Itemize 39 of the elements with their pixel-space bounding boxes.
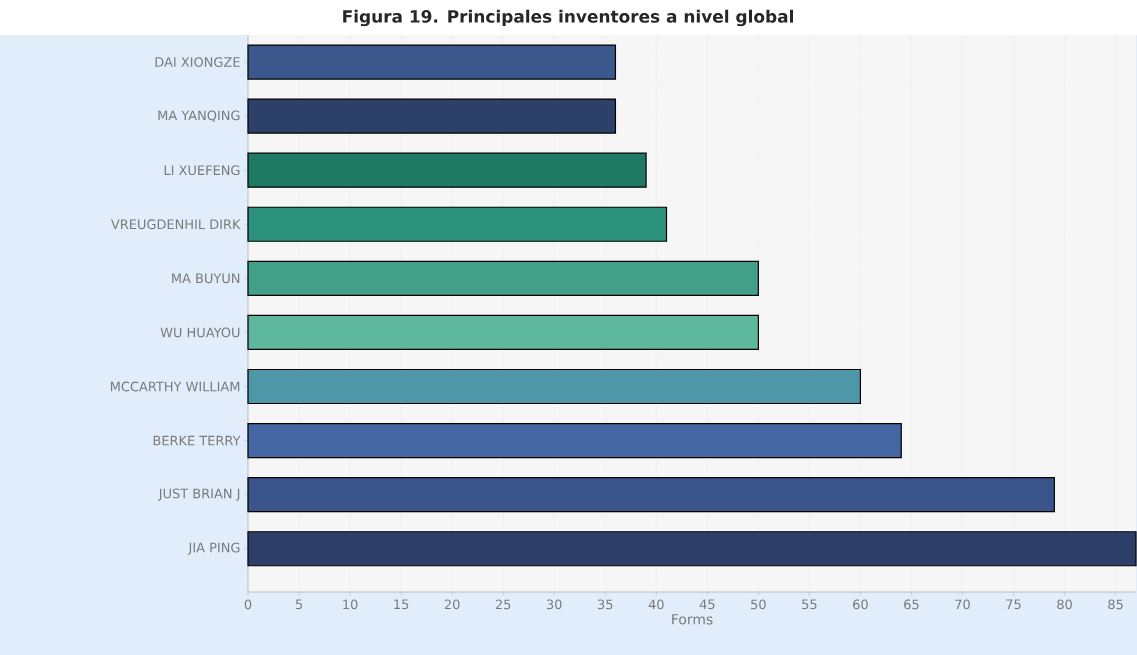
chart-title: Figura 19. Principales inventores a nivel global <box>343 9 793 27</box>
x-axis-title: Forms <box>672 614 713 625</box>
y-tick-label: LI XUEFENG <box>164 165 240 176</box>
x-tick-label: 20 <box>444 599 460 610</box>
bar <box>247 260 759 296</box>
bar <box>247 368 862 405</box>
y-tick-label: WU HUAYOU <box>160 327 240 338</box>
x-tick-label: 60 <box>853 599 868 610</box>
x-tick-label: 70 <box>955 599 970 610</box>
x-tick-label: 35 <box>597 599 613 610</box>
x-tick-label: 85 <box>1108 599 1123 610</box>
x-tick-label: 40 <box>648 599 664 610</box>
x-tick-label: 30 <box>546 599 562 610</box>
bar <box>247 98 617 134</box>
x-tick-label: 15 <box>394 599 409 610</box>
x-tick-label: 0 <box>244 599 252 610</box>
x-tick-label: 50 <box>751 599 766 610</box>
bar <box>247 477 1055 513</box>
x-tick-label: 45 <box>699 599 715 610</box>
x-tick-label: 80 <box>1057 599 1072 610</box>
y-tick-label: JIA PING <box>187 542 240 555</box>
bar <box>247 422 902 459</box>
y-tick-label: DAI XIONGZE <box>155 57 240 67</box>
x-tick-label: 10 <box>343 599 358 610</box>
bar <box>247 206 668 242</box>
y-tick-label: MA YANQING <box>158 110 240 122</box>
y-tick-label: VREUGDENHIL DIRK <box>111 219 241 230</box>
x-tick-label: 55 <box>802 599 817 610</box>
x-tick-label: 5 <box>295 599 303 610</box>
bar <box>247 314 759 351</box>
x-tick-label: 25 <box>495 599 511 610</box>
y-tick-label: MA BUYUN <box>172 273 240 284</box>
x-tick-label: 75 <box>1006 599 1021 610</box>
y-tick-label: BERKE TERRY <box>153 435 241 446</box>
y-tick-label: MCCARTHY WILLIAM <box>110 381 240 392</box>
bar <box>247 44 617 80</box>
y-tick-label: JUST BRIAN J <box>158 488 240 501</box>
x-tick-label: 65 <box>904 599 919 610</box>
bar <box>247 152 647 188</box>
